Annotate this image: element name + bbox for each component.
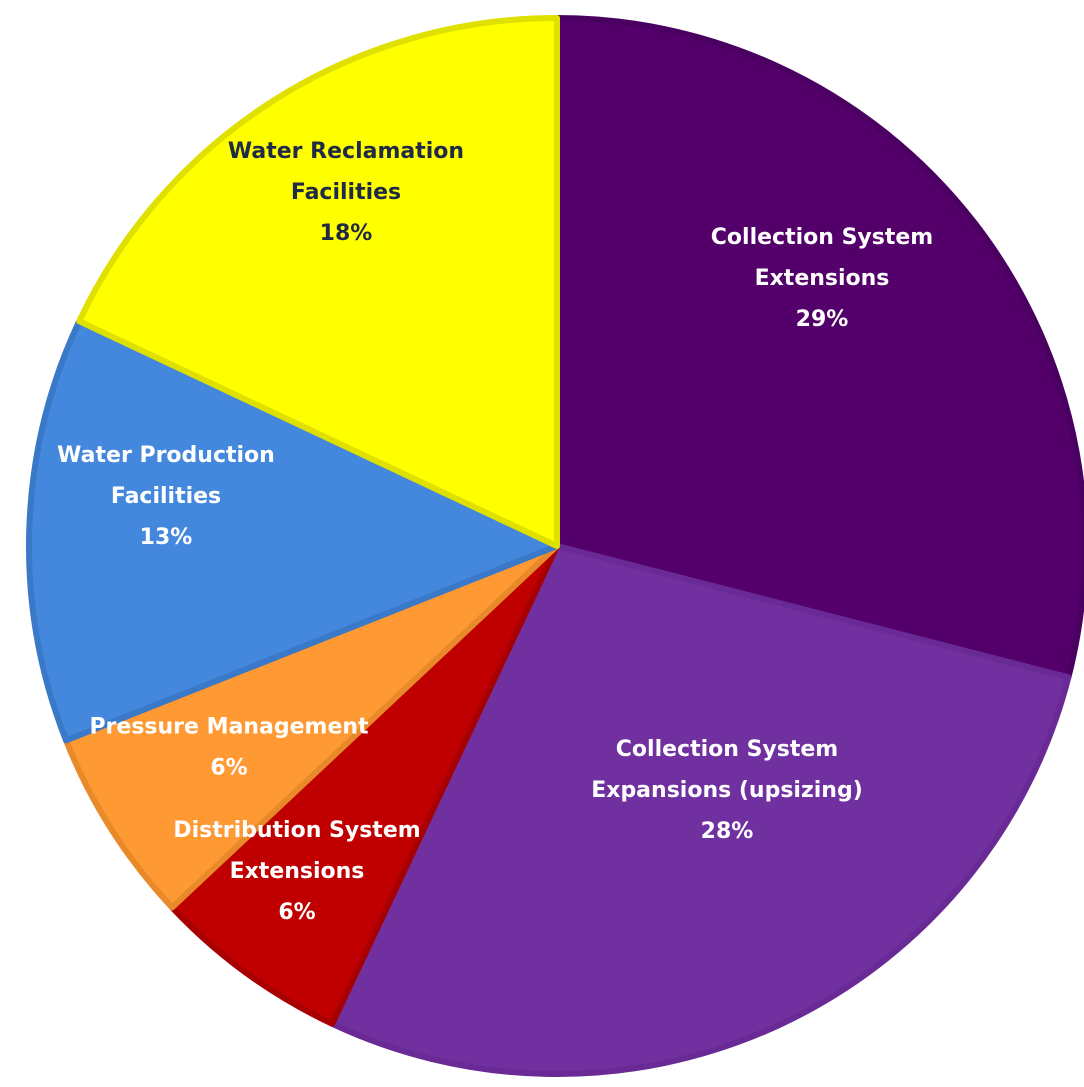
pie-label-water-production-facilities: Water Production Facilities 13% [57,443,275,550]
pie-label-text: Pressure Management [89,715,369,740]
pie-labels: Collection System Extensions 29%Collection… [57,139,933,925]
pie-label-water-reclamation-facilities: Water Reclamation Facilities 18% [228,139,464,246]
pie-slice-distribution-system-extensions [169,543,560,1027]
pie-label-collection-system-extensions: Collection System Extensions 29% [711,225,933,332]
pie-slice-water-reclamation-facilities [76,15,560,549]
pie-label-text: Extensions [755,266,890,291]
pie-label-percent: 18% [320,221,373,246]
pie-label-distribution-system-extensions: Distribution System Extensions 6% [173,818,420,925]
pie-label-collection-system-expansions-upsizing: Collection System Expansions (upsizing) 28… [591,737,863,844]
pie-label-text: Collection System [616,737,838,762]
pie-label-percent: 29% [796,307,849,332]
pie-slice-pressure-management [63,543,560,911]
pie-slice-collection-system-extensions [554,15,1084,681]
pie-label-text: Facilities [111,484,221,509]
pie-label-pressure-management: Pressure Management 6% [89,715,369,781]
pie-label-text: Expansions (upsizing) [591,778,863,803]
pie-label-percent: 6% [210,756,247,781]
pie-slice-water-production-facilities [26,318,560,744]
pie-label-text: Facilities [291,180,401,205]
pie-label-percent: 13% [140,525,193,550]
pie-label-text: Extensions [230,859,365,884]
pie-label-text: Water Production [57,443,275,468]
pie-label-percent: 6% [278,900,315,925]
pie-slices [26,15,1084,1077]
pie-slice-collection-system-expansions-upsizing [329,543,1072,1077]
pie-label-text: Collection System [711,225,933,250]
pie-label-percent: 28% [701,819,754,844]
pie-label-text: Water Reclamation [228,139,464,164]
pie-label-text: Distribution System [173,818,420,843]
